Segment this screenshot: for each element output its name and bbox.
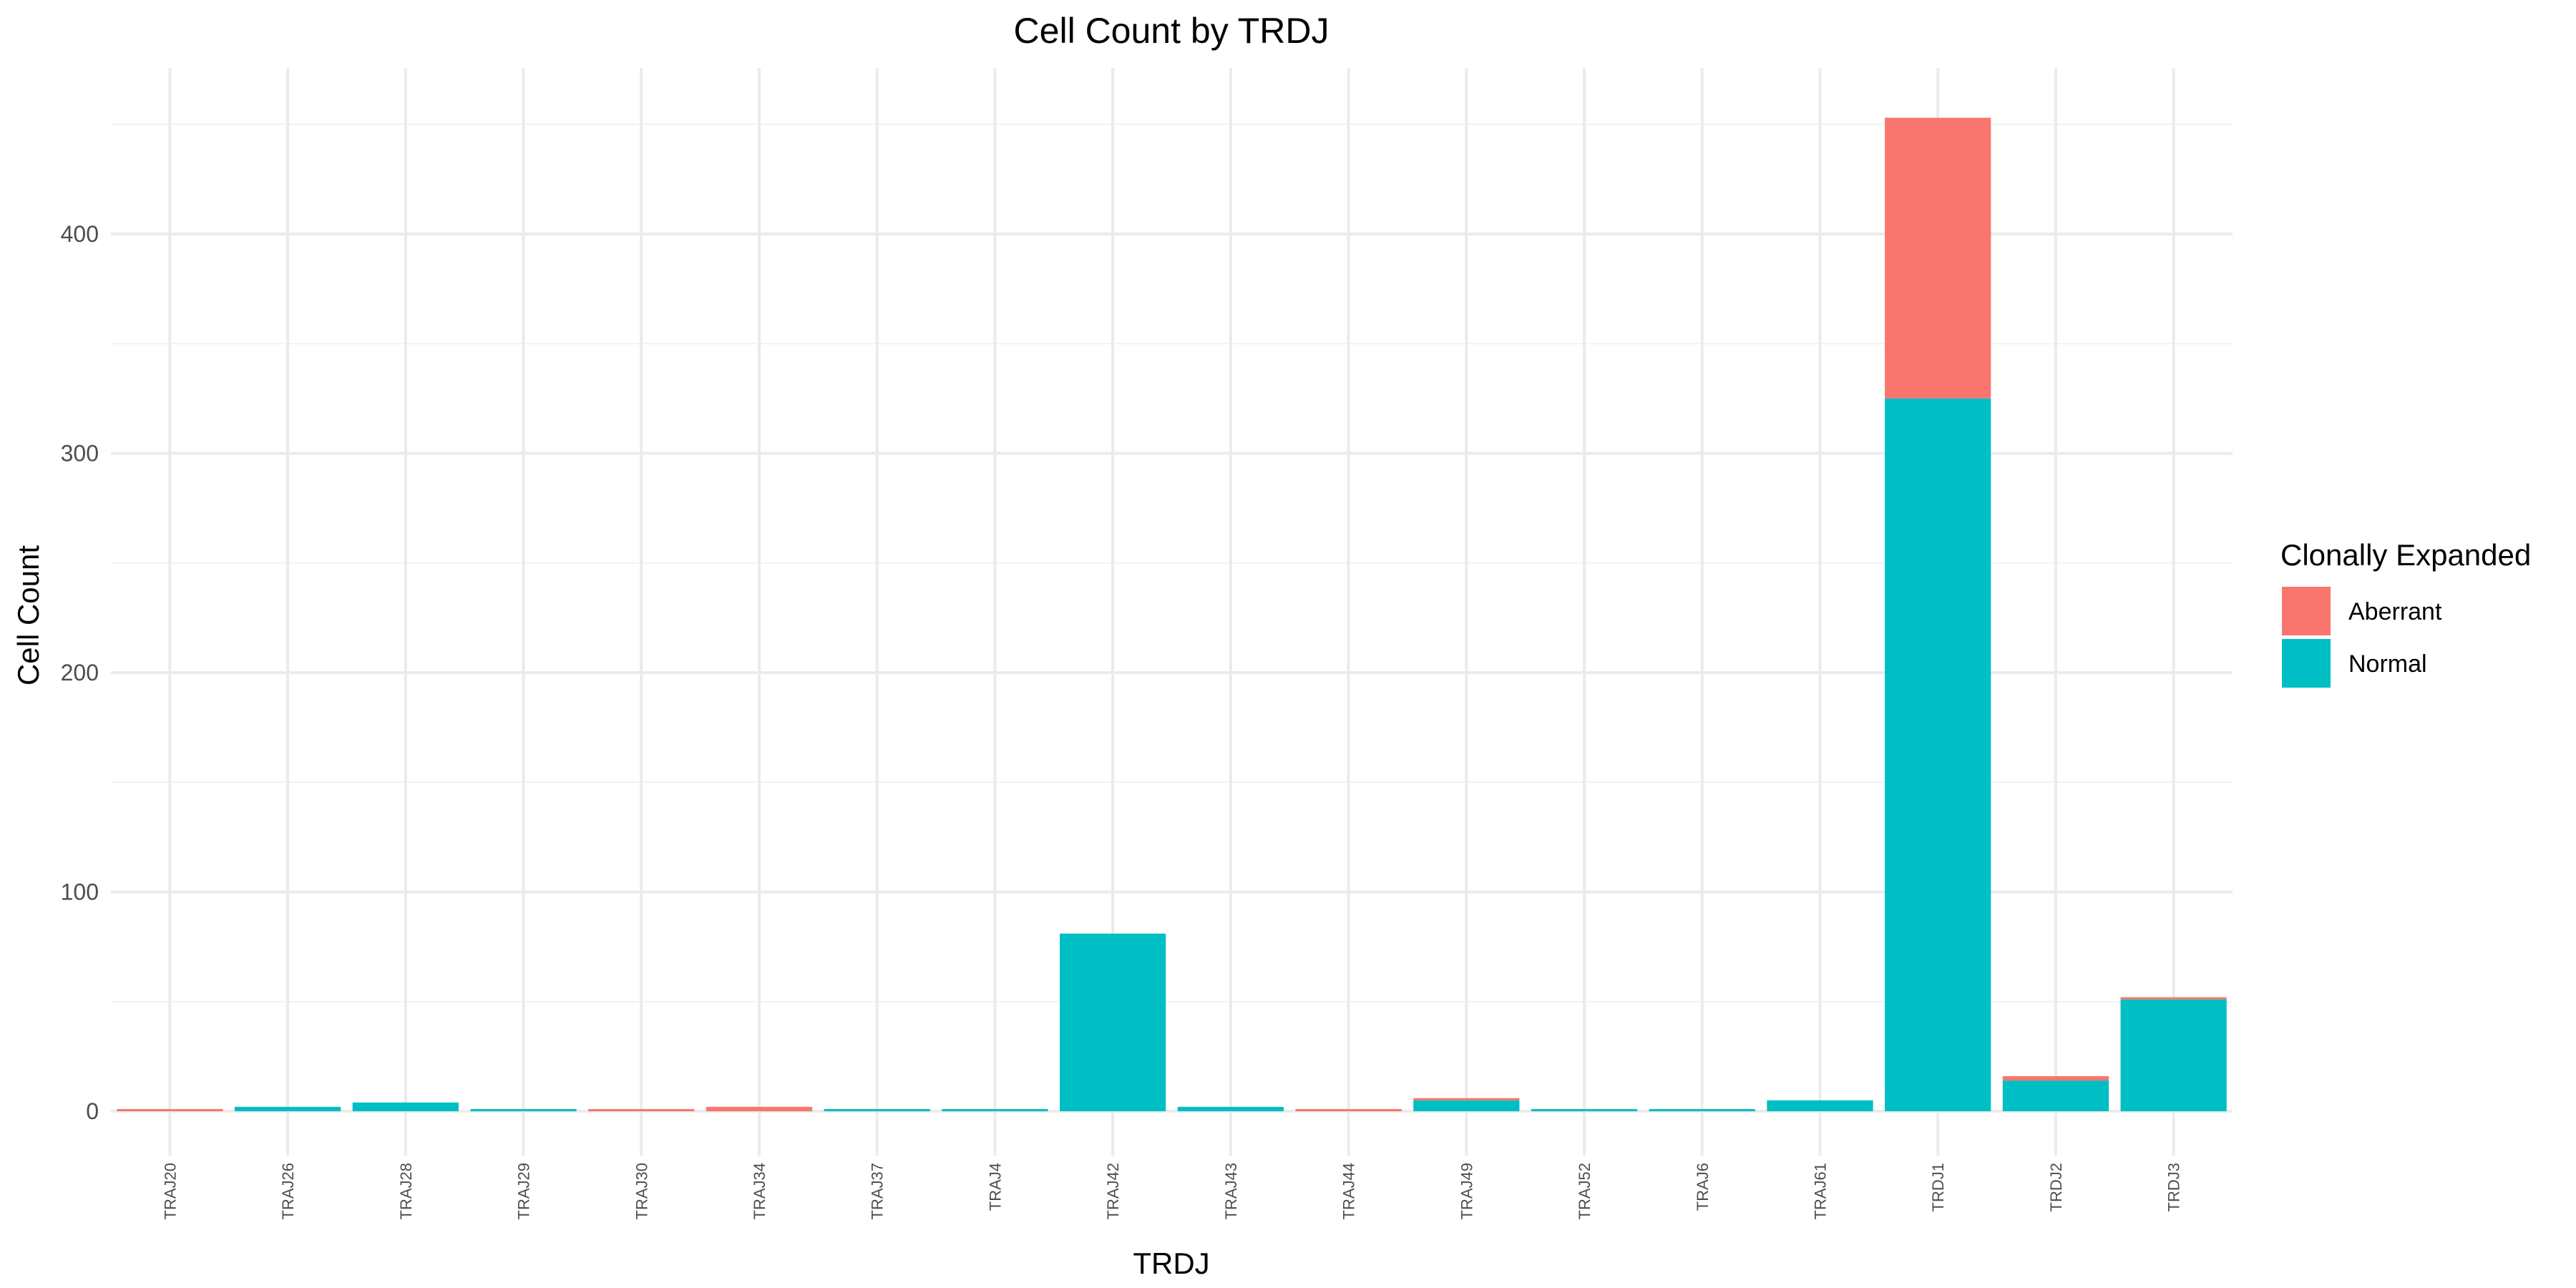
bar-aberrant-trdj1 [1885, 117, 1991, 399]
bar-normal-traj6 [1649, 1108, 1755, 1111]
bar-normal-traj52 [1531, 1108, 1638, 1111]
x-tick-label: TRDJ3 [2165, 1163, 2183, 1211]
bar-aberrant-traj49 [1413, 1098, 1520, 1101]
bar-normal-trdj1 [1885, 398, 1991, 1111]
x-tick-label: TRDJ1 [1929, 1163, 1947, 1211]
y-tick-label: 200 [61, 660, 99, 686]
x-tick-label: TRAJ29 [515, 1163, 533, 1219]
y-tick-label: 400 [61, 221, 99, 247]
x-tick-label: TRAJ61 [1811, 1163, 1829, 1219]
x-tick-label: TRAJ34 [751, 1163, 769, 1219]
bar-aberrant-traj20 [117, 1108, 223, 1111]
bar-normal-traj37 [824, 1108, 930, 1111]
y-tick-label: 300 [61, 441, 99, 467]
bars [117, 117, 2227, 1111]
x-axis-label: TRDJ [1133, 1246, 1209, 1280]
legend-label-normal: Normal [2348, 650, 2427, 678]
bar-aberrant-traj34 [706, 1106, 813, 1111]
bar-normal-traj49 [1413, 1100, 1520, 1111]
y-axis-label: Cell Count [11, 545, 45, 686]
x-tick-label: TRAJ4 [986, 1163, 1004, 1211]
x-axis-ticks: TRAJ20 TRAJ26 TRAJ28 TRAJ29 TRAJ30 TRAJ34 TRAJ… [161, 1163, 2182, 1219]
bar-normal-traj42 [1060, 933, 1166, 1111]
legend-title: Clonally Expanded [2280, 538, 2531, 572]
x-tick-label: TRAJ43 [1222, 1163, 1240, 1219]
bar-normal-trdj2 [2002, 1080, 2109, 1111]
grid-lines [111, 68, 2233, 1156]
x-tick-label: TRAJ28 [397, 1163, 415, 1219]
x-tick-label: TRAJ49 [1458, 1163, 1475, 1219]
bar-aberrant-traj44 [1295, 1108, 1402, 1111]
legend-label-aberrant: Aberrant [2348, 598, 2442, 625]
chart-title: Cell Count by TRDJ [1014, 11, 1330, 51]
y-tick-label: 100 [61, 879, 99, 905]
bar-normal-traj28 [352, 1102, 459, 1111]
bar-normal-traj26 [234, 1106, 341, 1111]
bar-normal-traj4 [942, 1108, 1048, 1111]
x-tick-label: TRAJ6 [1694, 1163, 1712, 1211]
bar-aberrant-traj30 [588, 1108, 695, 1111]
bar-normal-trdj3 [2120, 999, 2227, 1111]
x-tick-label: TRAJ42 [1104, 1163, 1122, 1219]
x-tick-label: TRAJ44 [1340, 1163, 1358, 1219]
x-tick-label: TRAJ30 [633, 1163, 650, 1219]
bar-aberrant-trdj3 [2120, 997, 2227, 1000]
x-tick-label: TRDJ2 [2047, 1163, 2065, 1211]
bar-normal-traj61 [1767, 1100, 1873, 1111]
x-tick-label: TRAJ20 [161, 1163, 179, 1219]
x-tick-label: TRAJ37 [869, 1163, 887, 1219]
legend-swatch-normal [2282, 639, 2331, 688]
y-axis-ticks: 0 100 200 300 400 [61, 221, 99, 1124]
x-tick-label: TRAJ52 [1576, 1163, 1594, 1219]
bar-normal-traj43 [1177, 1106, 1284, 1111]
bar-normal-traj29 [470, 1108, 577, 1111]
x-tick-label: TRAJ26 [279, 1163, 297, 1219]
bar-aberrant-trdj2 [2002, 1075, 2109, 1081]
y-tick-label: 0 [86, 1098, 99, 1124]
legend: Clonally Expanded Aberrant Normal [2280, 538, 2531, 688]
legend-swatch-aberrant [2282, 587, 2331, 635]
